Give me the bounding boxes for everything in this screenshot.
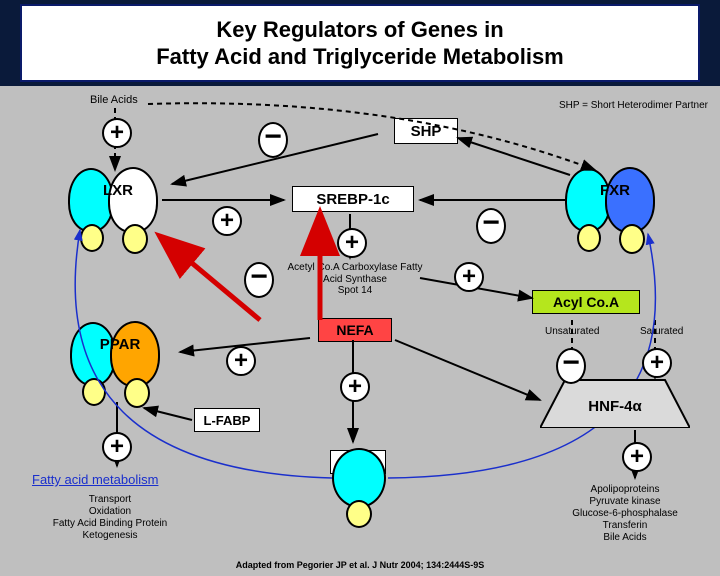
- box-lfabp: L-FABP: [194, 408, 260, 432]
- box-shp: SHP: [394, 118, 458, 144]
- sign-minus-3: −: [244, 262, 274, 298]
- label-unsat: Unsaturated: [545, 326, 599, 337]
- sign-plus-9: +: [622, 442, 652, 472]
- sign-plus-3: +: [337, 228, 367, 258]
- citation: Adapted from Pegorier JP et al. J Nutr 2…: [0, 560, 720, 570]
- sign-minus-1: −: [258, 122, 288, 158]
- receptor-rxr: [318, 448, 398, 528]
- box-acyl: Acyl Co.A: [532, 290, 640, 314]
- box-srebp: SREBP-1c: [292, 186, 414, 212]
- sign-plus-1: +: [102, 118, 132, 148]
- sign-minus-4: −: [556, 348, 586, 384]
- label-fam: Fatty acid metabolism: [32, 472, 158, 487]
- label-acoa: Acetyl Co.A Carboxylase Fatty Acid Synth…: [260, 262, 450, 297]
- sign-plus-6: +: [340, 372, 370, 402]
- title-bar: Key Regulators of Genes in Fatty Acid an…: [0, 0, 720, 86]
- receptor-ppar: PPAR: [70, 322, 170, 412]
- box-nefa: NEFA: [318, 318, 392, 342]
- receptor-fxr: FXR: [565, 168, 665, 258]
- slide-title: Key Regulators of Genes in Fatty Acid an…: [20, 4, 701, 82]
- label-fam-detail: Transport Oxidation Fatty Acid Binding P…: [20, 494, 200, 542]
- sign-plus-2: +: [212, 206, 242, 236]
- receptor-lxr: LXR: [68, 168, 168, 258]
- sign-plus-5: +: [226, 346, 256, 376]
- sign-minus-2: −: [476, 208, 506, 244]
- sign-plus-8: +: [102, 432, 132, 462]
- sign-plus-4: +: [454, 262, 484, 292]
- label-bile-acids: Bile Acids: [90, 94, 138, 106]
- label-sat: Saturated: [640, 326, 683, 337]
- slide: Key Regulators of Genes in Fatty Acid an…: [0, 0, 720, 576]
- sign-plus-7: +: [642, 348, 672, 378]
- label-apo: Apolipoproteins Pyruvate kinase Glucose-…: [540, 484, 710, 544]
- label-shp-note: SHP = Short Heterodimer Partner: [559, 100, 708, 111]
